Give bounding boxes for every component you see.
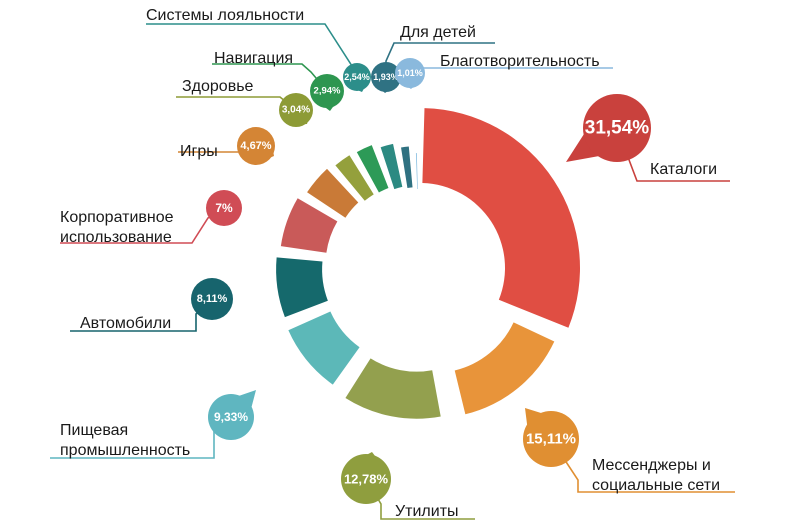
donut-segment [415,153,418,190]
category-label: Автомобили [80,315,171,332]
value-label: 1,93% [373,72,399,82]
value-label: 7% [215,201,233,215]
category-label: Мессенджеры и социальные сети [592,457,720,494]
category-label: Здоровье [182,78,254,95]
category-label: Для детей [400,24,476,41]
value-label: 8,11% [197,293,228,305]
category-label: Системы лояльности [146,7,304,24]
value-label: 2,54% [344,72,370,82]
category-label: Благотворительность [440,53,600,70]
donut-segment [454,322,555,415]
donut-segment [422,108,581,328]
donut-segment [345,358,441,419]
value-bubble [583,94,651,162]
value-bubble [191,278,233,320]
category-label: Каталоги [650,161,717,178]
value-label: 1,01% [397,68,423,78]
value-label: 31,54% [585,118,650,139]
value-bubble [206,190,242,226]
donut-segment [335,155,374,201]
donut-segment [280,198,338,253]
donut-segment [276,257,328,318]
value-label: 4,67% [240,140,271,152]
value-label: 9,33% [214,410,248,424]
value-bubble [523,411,579,467]
donut-segment [380,143,403,190]
value-bubble [395,58,425,88]
category-label: Игры [180,143,218,160]
value-label: 12,78% [344,472,389,487]
value-label: 2,94% [314,86,341,97]
value-bubble [310,74,344,108]
value-bubble [343,63,371,91]
value-bubble [341,454,391,504]
donut-segment [288,311,360,385]
value-bubble [279,93,313,127]
category-label: Пищевая промышленность [60,422,190,459]
donut-segment [307,168,359,218]
value-bubble [237,127,275,165]
value-bubble [208,394,254,440]
category-label: Утилиты [395,503,459,520]
category-label: Корпоративное использование [60,209,174,246]
donut-segment [401,146,413,188]
value-label: 15,11% [526,431,576,448]
leader-line [176,96,297,111]
donut-segment [356,145,389,193]
value-bubble [371,62,401,92]
category-label: Навигация [214,50,293,67]
value-label: 3,04% [282,105,310,116]
